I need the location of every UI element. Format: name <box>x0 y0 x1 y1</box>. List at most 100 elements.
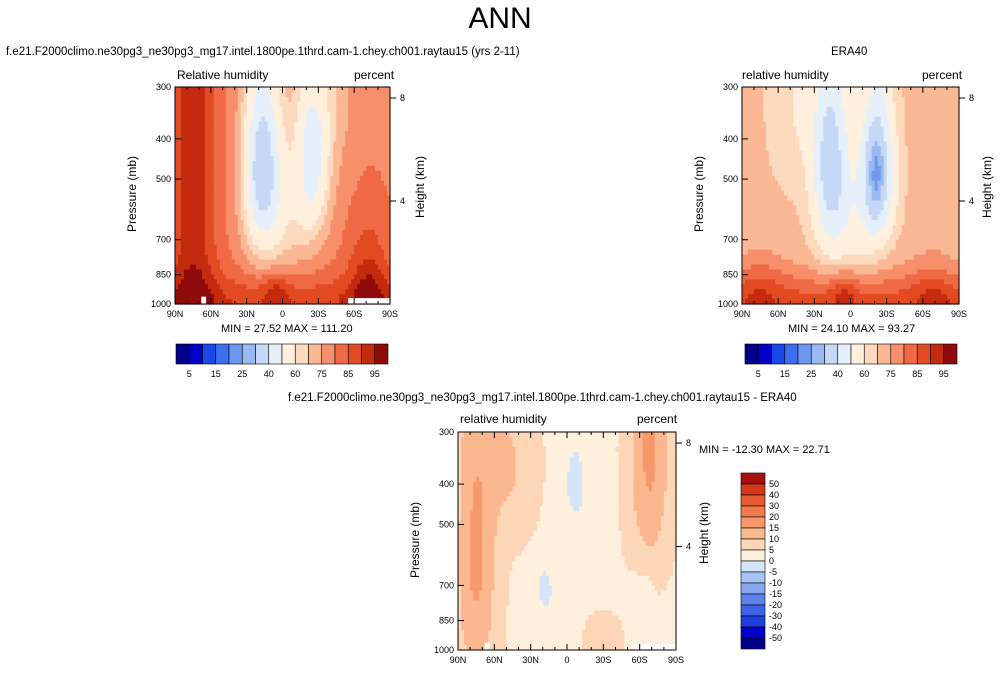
colorbar-label: 40 <box>833 369 843 379</box>
colorbar-label: 10 <box>769 534 779 544</box>
panel3-plot: 90N 60N 30N 0 30S 60S 90S 300 400 500 700 850 1000 8 4 <box>434 427 691 665</box>
x-tick-label: 30N <box>522 655 539 665</box>
colorbar-label: -50 <box>769 633 782 643</box>
panel3-case-title: f.e21.F2000climo.ne30pg3_ne30pg3_mg17.in… <box>288 392 797 404</box>
colorbar-swatch <box>740 516 766 529</box>
colorbar-swatch <box>321 343 336 365</box>
missing-data-mask <box>201 296 207 304</box>
x-tick-label: 90S <box>382 309 398 319</box>
colorbar-label: 95 <box>939 369 949 379</box>
y2-tick-label: 4 <box>969 196 974 206</box>
x-tick-label: 30S <box>310 309 326 319</box>
plot-p2-field <box>742 87 960 305</box>
colorbar-swatch <box>797 343 812 365</box>
y-tick-label: 300 <box>723 82 738 92</box>
colorbar-label: -20 <box>769 600 782 610</box>
x-tick-label: 60S <box>915 309 931 319</box>
page-title: ANN <box>468 2 532 35</box>
panel2-units-label: percent <box>922 68 963 82</box>
colorbar-label: 50 <box>769 479 779 489</box>
panel1-case-title: f.e21.F2000climo.ne30pg3_ne30pg3_mg17.in… <box>6 46 520 58</box>
panel1-colorbar: 5 15 25 40 60 75 85 95 <box>175 343 389 379</box>
missing-data-mask <box>348 298 390 304</box>
colorbar-swatch <box>740 615 766 628</box>
y-tick-label: 400 <box>439 479 454 489</box>
colorbar-swatch <box>740 505 766 518</box>
panel2-colorbar: 5 15 25 40 60 75 85 95 <box>744 343 958 379</box>
x-tick-label: 0 <box>848 309 853 319</box>
missing-data-mask <box>484 642 490 650</box>
colorbar-swatch <box>740 560 766 573</box>
colorbar-label: 20 <box>769 512 779 522</box>
colorbar-label: 5 <box>756 369 761 379</box>
colorbar-swatch <box>740 593 766 606</box>
y-tick-label: 1000 <box>434 645 454 655</box>
colorbar-swatch <box>740 637 766 650</box>
colorbar-label: 75 <box>317 369 327 379</box>
colorbar-swatch <box>374 343 389 365</box>
colorbar-swatch <box>740 472 766 485</box>
x-tick-label: 30N <box>806 309 823 319</box>
plot-p3-field <box>458 432 677 651</box>
x-tick-label: 0 <box>564 655 569 665</box>
x-tick-label: 90N <box>450 655 467 665</box>
colorbar-swatch <box>740 604 766 617</box>
panel2-case-title: ERA40 <box>831 46 868 58</box>
colorbar-swatch <box>850 343 865 365</box>
colorbar-swatch <box>903 343 918 365</box>
colorbar-swatch <box>863 343 878 365</box>
y-tick-label: 700 <box>439 580 454 590</box>
colorbar-label: 40 <box>769 490 779 500</box>
colorbar-label: 75 <box>886 369 896 379</box>
panel2-plot: 90N 60N 30N 0 30S 60S 90S 300 400 500 700 850 1000 8 4 <box>718 82 974 319</box>
x-tick-label: 60N <box>203 309 220 319</box>
colorbar-label: 25 <box>806 369 816 379</box>
colorbar-label: 40 <box>264 369 274 379</box>
panel1-plot: 90N 60N 30N 0 30S 60S 90S 300 400 500 700 850 1000 8 4 <box>151 82 405 319</box>
colorbar-swatch <box>281 343 296 365</box>
y-tick-label: 300 <box>439 427 454 437</box>
y-tick-label: 500 <box>723 174 738 184</box>
y2-tick-label: 8 <box>400 93 405 103</box>
colorbar-swatch <box>930 343 945 365</box>
colorbar-label: 30 <box>769 501 779 511</box>
colorbar-label: 5 <box>187 369 192 379</box>
y2-tick-label: 4 <box>400 196 405 206</box>
colorbar-swatch <box>740 494 766 507</box>
colorbar-swatch <box>757 343 772 365</box>
panel2-minmax: MIN = 24.10 MAX = 93.27 <box>788 323 916 335</box>
colorbar-swatch <box>824 343 839 365</box>
colorbar-swatch <box>740 483 766 496</box>
panel3-units-label: percent <box>637 412 678 426</box>
x-tick-label: 60N <box>486 655 503 665</box>
colorbar-label: 15 <box>211 369 221 379</box>
colorbar-swatch <box>740 582 766 595</box>
x-tick-label: 90S <box>951 309 967 319</box>
colorbar-swatch <box>334 343 349 365</box>
x-tick-label: 0 <box>280 309 285 319</box>
colorbar-swatch <box>916 343 931 365</box>
colorbar-swatch <box>740 571 766 584</box>
colorbar-swatch <box>877 343 892 365</box>
colorbar-swatch <box>740 527 766 540</box>
panel1-minmax: MIN = 27.52 MAX = 111.20 <box>221 323 353 335</box>
colorbar-label: -10 <box>769 578 782 588</box>
colorbar-label: 60 <box>290 369 300 379</box>
x-tick-label: 30S <box>595 655 611 665</box>
colorbar-label: 25 <box>237 369 247 379</box>
x-tick-label: 30N <box>238 309 255 319</box>
colorbar-swatch <box>175 343 190 365</box>
y2-tick-label: 4 <box>686 542 691 552</box>
colorbar-label: 85 <box>343 369 353 379</box>
panel1-units-label: percent <box>354 68 395 82</box>
colorbar-label: -30 <box>769 611 782 621</box>
colorbar-label: -15 <box>769 589 782 599</box>
colorbar-swatch <box>837 343 852 365</box>
y-tick-label: 850 <box>439 616 454 626</box>
colorbar-label: 95 <box>370 369 380 379</box>
x-tick-label: 60N <box>770 309 787 319</box>
y-tick-label: 300 <box>156 82 171 92</box>
colorbar-swatch <box>188 343 203 365</box>
y-tick-label: 850 <box>723 270 738 280</box>
